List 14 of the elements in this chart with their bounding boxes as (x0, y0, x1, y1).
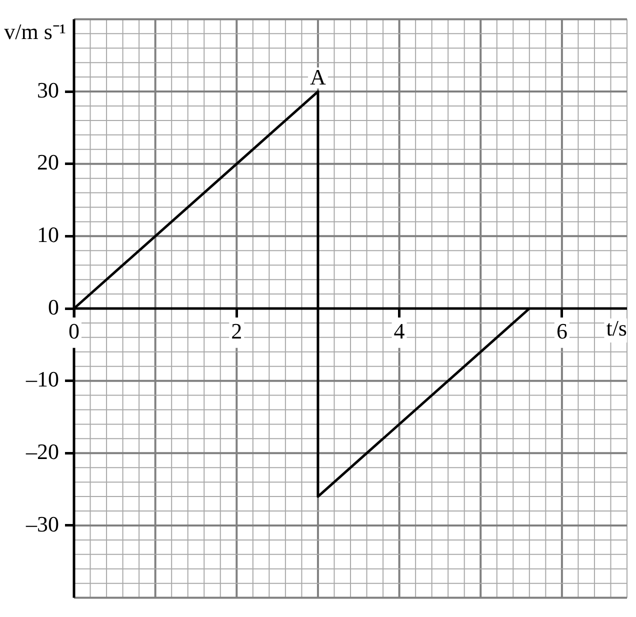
y-tick-label: 10 (37, 222, 59, 247)
annotation: A (310, 64, 326, 90)
x-axis-title: t/s (606, 315, 627, 340)
x-tick-label: 2 (231, 318, 242, 344)
x-tick-label: 4 (394, 318, 405, 344)
y-tick-label: –30 (25, 511, 59, 536)
x-tick-label: 6 (556, 318, 568, 344)
y-tick-label: 30 (37, 77, 59, 102)
y-tick-label: 20 (37, 150, 59, 175)
y-tick-label: –20 (25, 438, 59, 464)
y-tick-label: –10 (25, 366, 59, 392)
y-tick-label: 0 (48, 294, 59, 320)
y-axis-title: v/m s⁻¹ (4, 18, 66, 44)
x-tick-label: 0 (68, 318, 80, 344)
